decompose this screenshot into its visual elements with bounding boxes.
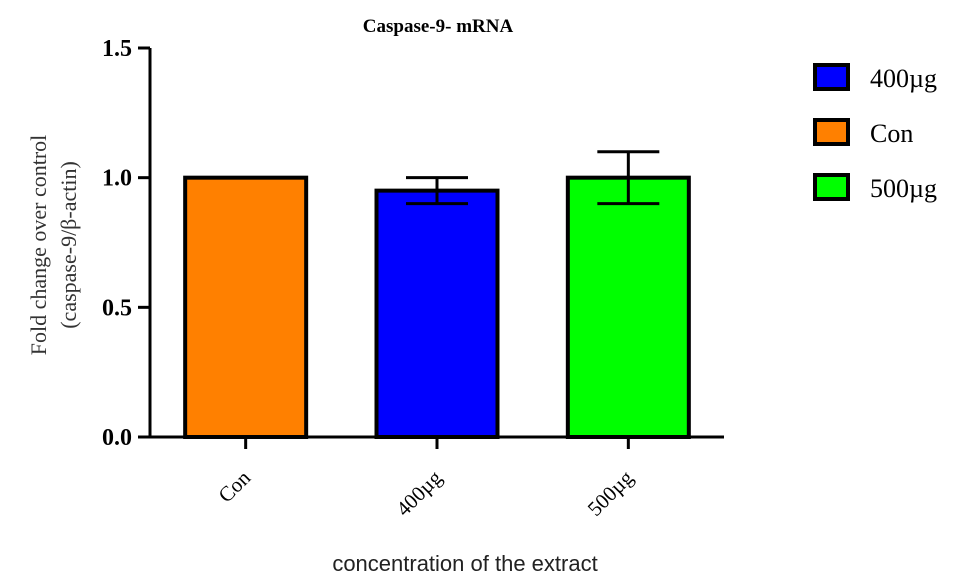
- chart-title: Caspase-9- mRNA: [363, 16, 514, 37]
- x-axis-ticks: Con 400µg 500µg: [213, 437, 638, 521]
- y-tick-label: 1.5: [102, 36, 132, 62]
- x-tick-label: 500µg: [583, 465, 639, 521]
- bar-con: [183, 175, 309, 440]
- x-axis-title: concentration of the extract: [332, 551, 597, 575]
- y-axis-ticks: 0.0 0.5 1.0 1.5: [102, 36, 150, 451]
- y-axis-title-line2: (caspase-9/β-actin): [56, 161, 81, 329]
- y-tick-label: 1.0: [102, 166, 132, 192]
- bar-500ug: [565, 175, 691, 440]
- y-tick-label: 0.5: [102, 295, 132, 321]
- legend-swatch: [813, 118, 850, 146]
- error-bars: [406, 150, 660, 206]
- bar-400ug: [374, 188, 500, 439]
- y-tick-label: 0.0: [102, 425, 132, 451]
- bars: [183, 175, 691, 440]
- legend-label: Con: [870, 119, 913, 148]
- x-tick-label: Con: [213, 465, 255, 507]
- legend-swatch: [813, 173, 850, 201]
- legend-label: 500µg: [870, 174, 937, 203]
- y-axis-title-line1: Fold change over control: [26, 135, 51, 356]
- x-tick-label: 400µg: [391, 465, 447, 521]
- legend-label: 400µg: [870, 64, 937, 93]
- y-axis-title: Fold change over control (caspase-9/β-ac…: [26, 135, 81, 356]
- legend: 400µg Con 500µg: [813, 63, 937, 203]
- legend-swatch: [813, 63, 850, 91]
